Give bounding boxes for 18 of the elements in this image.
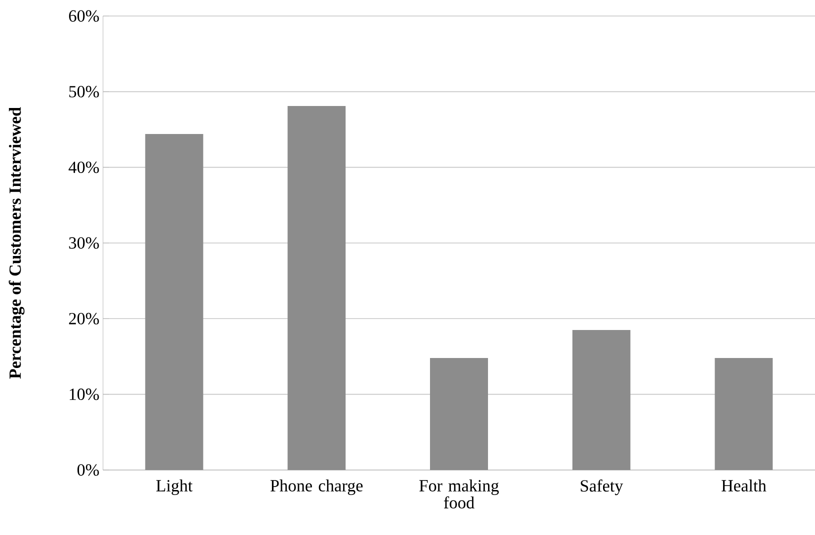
bar [430,358,488,470]
y-tick-label: 60% [69,10,99,22]
x-tick-label: Light [156,480,193,495]
x-tick-label: Health [722,480,766,492]
y-tick-label: 20% [69,312,99,324]
y-tick-label: 0% [77,464,99,476]
bar [714,358,773,470]
bar [572,330,630,470]
bar [288,106,346,470]
x-tick-label: For making food [419,480,499,508]
x-tick-label: Safety [580,480,624,496]
bar [145,134,204,470]
y-tick-label: 30% [69,237,99,249]
y-tick-label: 10% [70,388,99,400]
y-tick-label: 40% [68,162,99,174]
y-axis-title: Percentage of Customers Interviewed [8,107,24,379]
y-tick-label: 50% [69,86,99,98]
x-tick-label: Phone charge [270,480,363,495]
